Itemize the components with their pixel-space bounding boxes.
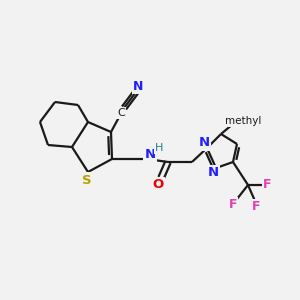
Text: S: S [82,173,92,187]
Text: N: N [198,136,210,149]
Text: O: O [152,178,164,191]
Text: H: H [155,143,163,153]
Text: C: C [117,108,125,118]
Text: F: F [263,178,271,190]
Text: F: F [229,197,237,211]
Text: methyl: methyl [225,116,261,126]
Text: N: N [133,80,143,92]
Text: N: N [144,148,156,161]
Text: N: N [207,167,219,179]
Text: F: F [252,200,260,212]
